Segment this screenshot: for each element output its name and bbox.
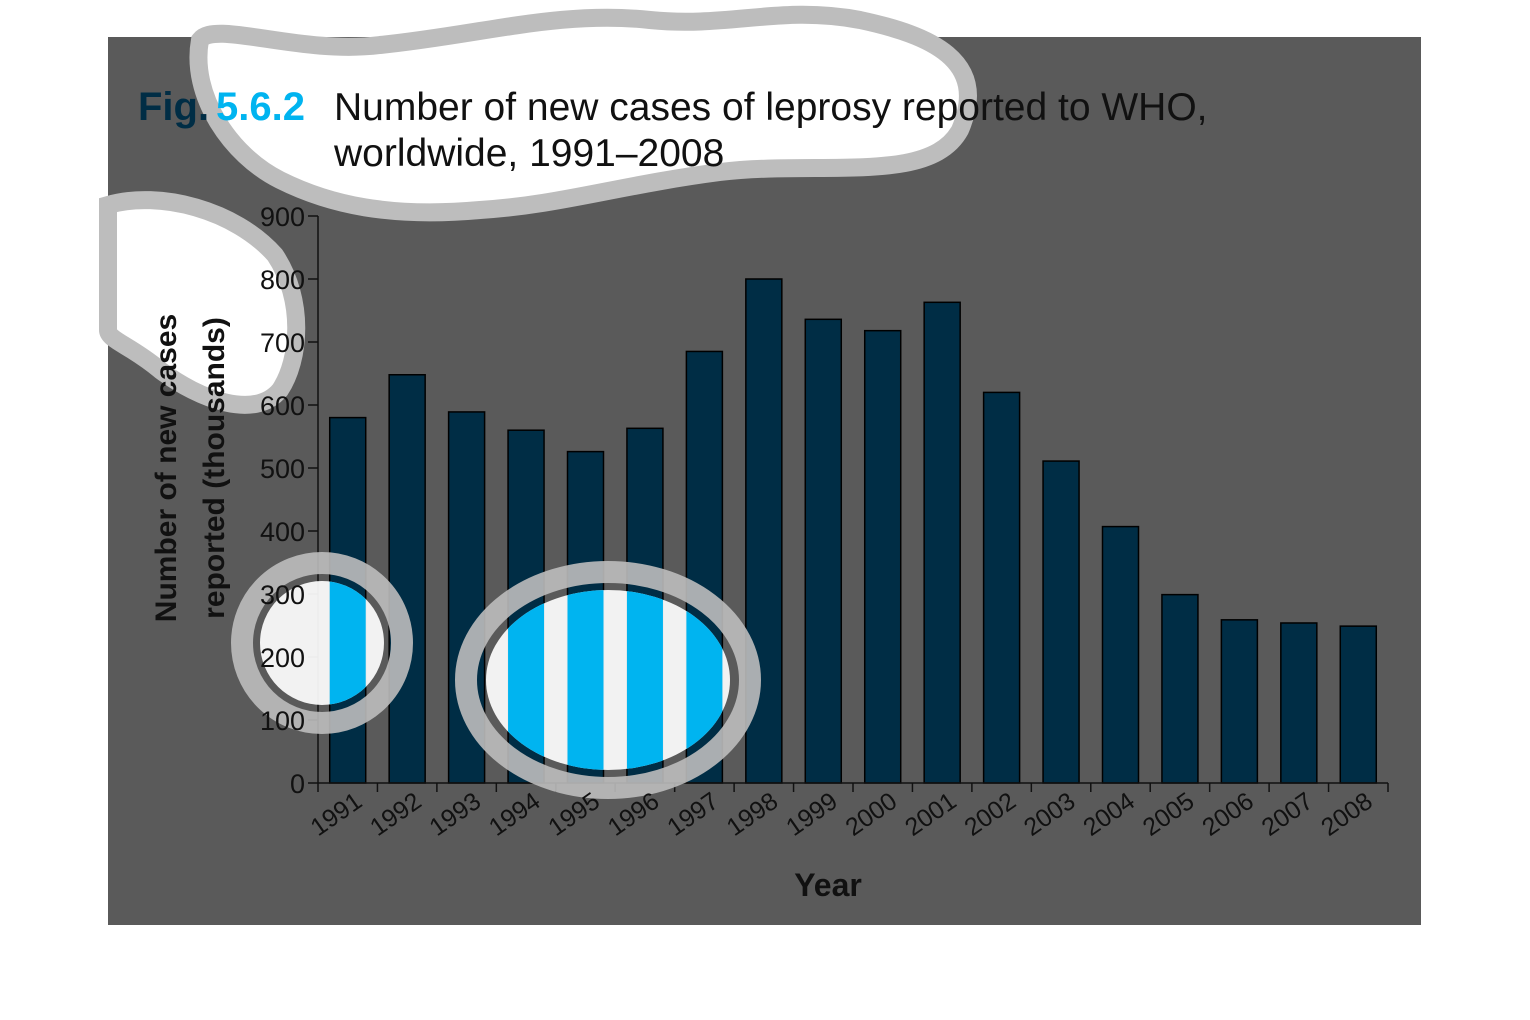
y-axis-label-line1: Number of new cases bbox=[150, 314, 183, 622]
bar-2003 bbox=[1042, 460, 1080, 784]
bar-2006 bbox=[1220, 619, 1259, 784]
bar-2000 bbox=[863, 329, 902, 784]
y-tick-label-100: 100 bbox=[260, 706, 305, 736]
bar-2005 bbox=[1161, 593, 1199, 784]
y-axis-label-line2: reported (thousands) bbox=[198, 317, 231, 619]
bar-highlight-1995 bbox=[567, 581, 604, 770]
bar-2007 bbox=[1280, 622, 1318, 784]
y-tick-label-700: 700 bbox=[260, 328, 305, 358]
figure-label-number: 5.6.2 bbox=[216, 85, 305, 129]
figure-title-line1: Number of new cases of leprosy reported … bbox=[334, 86, 1208, 129]
title-cloud-overlay bbox=[189, 5, 977, 222]
bar-2008 bbox=[1339, 625, 1378, 784]
y-tick-label-900: 900 bbox=[260, 202, 305, 232]
y-tick-label-200: 200 bbox=[260, 643, 305, 673]
bar-2002 bbox=[982, 391, 1021, 784]
y-tick-label-400: 400 bbox=[260, 517, 305, 547]
figure-label-prefix: Fig. bbox=[138, 85, 209, 129]
y-tick-label-500: 500 bbox=[260, 454, 305, 484]
y-tick-label-300: 300 bbox=[260, 580, 305, 610]
highlight-ring-1991 bbox=[231, 552, 413, 734]
bar-highlight-1996 bbox=[626, 581, 663, 770]
x-axis-label: Year bbox=[794, 867, 862, 903]
left-cloud-overlay bbox=[99, 191, 306, 414]
bar-2001 bbox=[923, 301, 961, 784]
bar-2004 bbox=[1101, 525, 1140, 784]
bar-1992 bbox=[388, 374, 426, 784]
highlight-ellipse-1995 bbox=[486, 590, 730, 770]
y-tick-label-800: 800 bbox=[260, 265, 305, 295]
bar-1999 bbox=[804, 318, 843, 784]
highlight-ring-1995 bbox=[455, 561, 761, 799]
bar-1998 bbox=[745, 278, 783, 784]
figure-title-line2: worldwide, 1991–2008 bbox=[333, 132, 724, 175]
y-tick-label-600: 600 bbox=[260, 391, 305, 421]
y-tick-label-0: 0 bbox=[290, 769, 305, 799]
